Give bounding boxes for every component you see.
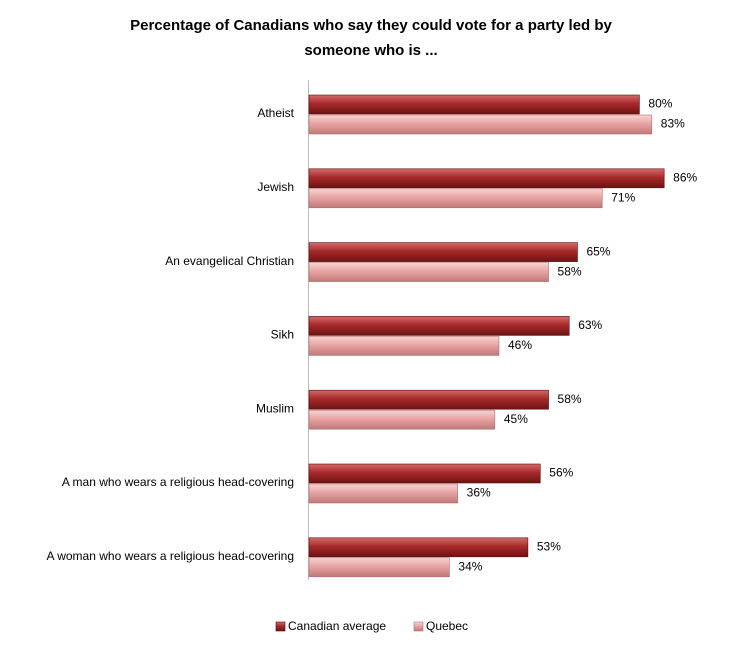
bar — [308, 114, 653, 135]
bar — [308, 483, 458, 504]
value-label: 34% — [458, 559, 482, 573]
bar — [308, 409, 496, 430]
category-label: Jewish — [257, 180, 294, 194]
bar — [308, 94, 640, 115]
bar — [308, 242, 578, 262]
bar — [308, 168, 665, 189]
bar — [308, 188, 603, 209]
legend-label: Quebec — [426, 619, 468, 633]
value-label: 63% — [578, 318, 602, 332]
bar — [308, 336, 500, 356]
value-label: 56% — [549, 466, 573, 480]
category-label: Atheist — [257, 106, 294, 120]
value-label: 80% — [648, 97, 672, 111]
value-label: 71% — [611, 190, 635, 204]
chart-title: someone who is ... — [304, 42, 437, 59]
bar — [308, 537, 529, 558]
legend-label: Canadian average — [288, 619, 386, 633]
value-label: 36% — [467, 486, 491, 500]
value-label: 83% — [661, 117, 685, 131]
category-label: Muslim — [256, 401, 294, 415]
value-label: 46% — [508, 338, 532, 352]
value-label: 65% — [586, 244, 610, 258]
value-label: 58% — [558, 392, 582, 406]
chart-title: Percentage of Canadians who say they cou… — [130, 17, 612, 34]
value-label: 58% — [558, 264, 582, 278]
value-label: 86% — [673, 170, 697, 184]
category-label: A woman who wears a religious head-cover… — [47, 549, 294, 563]
value-label: 53% — [537, 539, 561, 553]
legend-swatch — [275, 621, 286, 632]
bar — [308, 316, 570, 336]
bar — [308, 389, 549, 410]
category-label: Sikh — [271, 328, 294, 342]
bar — [308, 463, 541, 484]
value-label: 45% — [504, 412, 528, 426]
category-label: An evangelical Christian — [165, 254, 294, 268]
bar — [308, 557, 450, 578]
category-label: A man who wears a religious head-coverin… — [62, 475, 294, 489]
bar — [308, 262, 549, 282]
legend-swatch — [413, 621, 424, 632]
